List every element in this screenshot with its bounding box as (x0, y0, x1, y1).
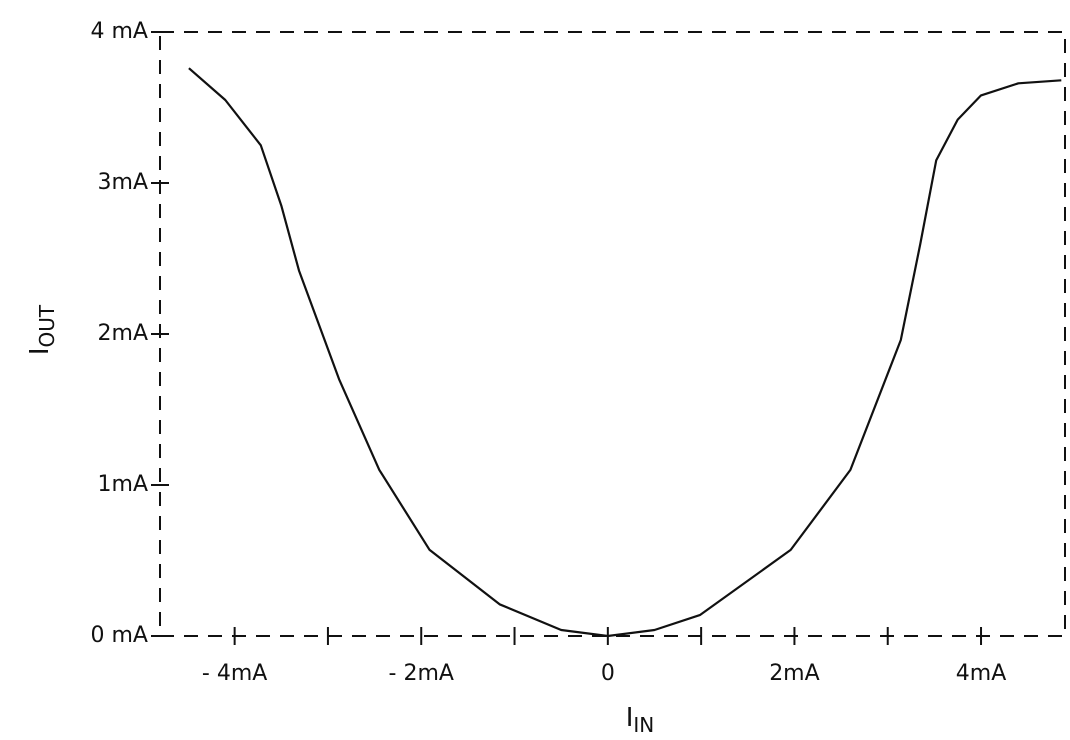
x-tick-label: 4mA (956, 661, 1006, 686)
y-tick-label: 4 mA (91, 19, 148, 44)
x-axis-label: IIN (626, 703, 655, 737)
x-tick-label: 2mA (769, 661, 819, 686)
y-tick-label: 2mA (98, 321, 148, 346)
y-axis-label: IOUT (25, 304, 59, 355)
x-tick-label: - 2mA (389, 661, 454, 686)
x-tick-label: - 4mA (202, 661, 267, 686)
y-tick-label: 0 mA (91, 623, 148, 648)
x-tick-label: 0 (601, 661, 615, 686)
data-line (188, 67, 1062, 638)
y-tick-label: 3mA (98, 170, 148, 195)
plot-frame (159, 31, 1066, 637)
y-tick-label: 1mA (98, 472, 148, 497)
